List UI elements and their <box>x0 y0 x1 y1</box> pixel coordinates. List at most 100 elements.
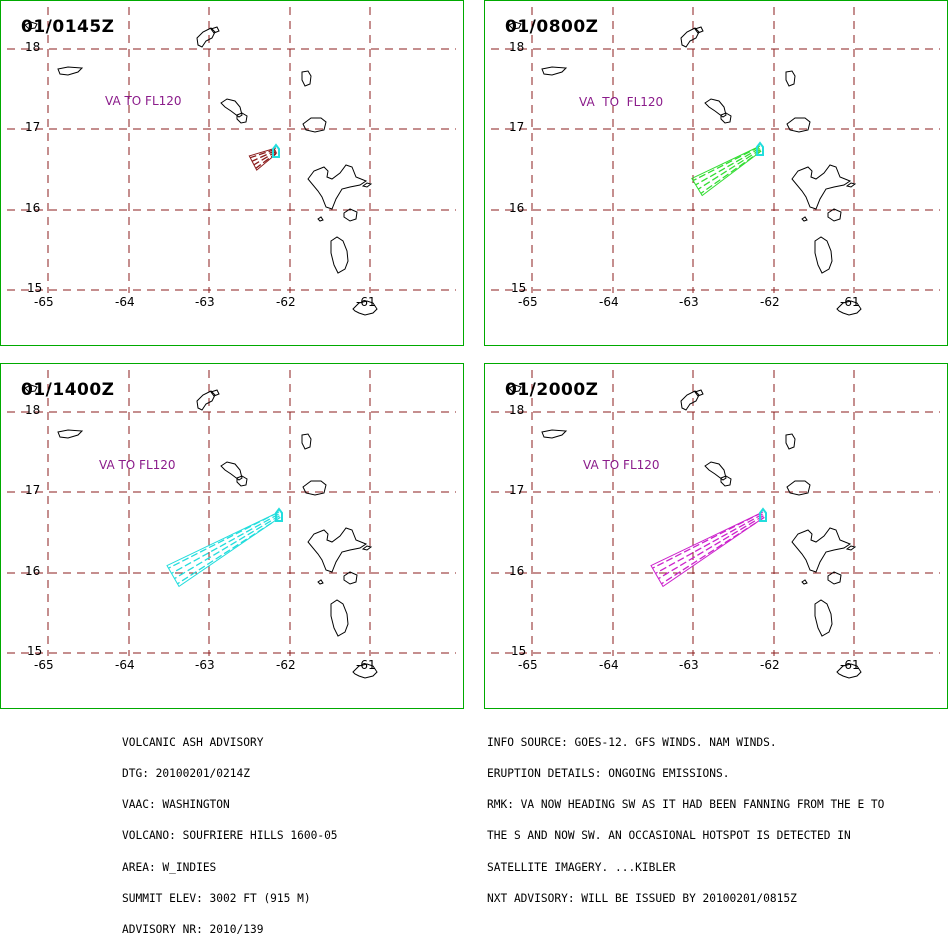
longitude-label: -62 <box>276 658 296 672</box>
island-outline <box>845 545 857 551</box>
latitude-label: 18 <box>25 403 41 417</box>
island-outline <box>196 27 216 48</box>
advisory-line: VAAC: WASHINGTON <box>122 798 230 812</box>
advisory-line: THE S AND NOW SW. AN OCCASIONAL HOTSPOT … <box>487 829 851 843</box>
island-outline <box>791 164 852 210</box>
island-outline <box>236 475 248 487</box>
island-outline <box>704 461 727 481</box>
plume-band <box>171 513 279 574</box>
island-outline <box>694 26 704 34</box>
longitude-label: -61 <box>356 295 376 309</box>
map-panel-2: 01/0800Z VA TO FL120 18 17 16 15 -65 -64 -63 -6… <box>484 0 948 346</box>
island-outline <box>302 117 327 133</box>
island-outline <box>720 112 732 124</box>
latitude-label: 16 <box>509 201 525 215</box>
island-outline <box>785 433 796 450</box>
advisory-line: NXT ADVISORY: WILL BE ISSUED BY 20100201… <box>487 891 797 905</box>
volcano-marker-icon <box>759 507 767 522</box>
latitude-label: 15 <box>27 281 43 295</box>
islands <box>508 21 862 316</box>
island-outline <box>814 236 833 274</box>
plume-band <box>174 515 280 580</box>
latitude-label: 16 <box>25 201 41 215</box>
longitude-label: -65 <box>34 295 54 309</box>
plume-outline <box>650 511 764 588</box>
volcano-marker-icon <box>756 141 764 156</box>
island-outline <box>343 571 358 585</box>
island-outline <box>236 112 248 124</box>
latitude-label: 15 <box>27 644 43 658</box>
grid-lines <box>491 7 940 293</box>
island-outline <box>307 527 368 573</box>
panel-time: 01/0800Z <box>505 17 599 37</box>
map-panel-1: 01/0145Z VA TO FL120 18 17 16 15 -65 -64 -63 -6… <box>0 0 464 346</box>
island-outline <box>508 384 522 393</box>
latitude-label: 15 <box>511 644 527 658</box>
va-label: VA TO FL120 <box>583 458 660 472</box>
longitude-label: -64 <box>599 295 619 309</box>
island-outline <box>814 599 833 637</box>
island-outline <box>343 208 358 222</box>
latitude-label: 17 <box>25 120 41 134</box>
map-canvas <box>7 7 456 316</box>
island-outline <box>508 21 522 30</box>
island-outline <box>24 384 38 393</box>
advisory-line: INFO SOURCE: GOES-12. GFS WINDS. NAM WIN… <box>487 735 777 749</box>
island-outline <box>210 26 220 34</box>
island-outline <box>302 480 327 496</box>
longitude-label: -62 <box>276 295 296 309</box>
volcano-marker-icon <box>272 143 280 158</box>
latitude-label: 17 <box>509 120 525 134</box>
map-canvas <box>7 370 456 679</box>
longitude-label: -64 <box>599 658 619 672</box>
latitude-label: 18 <box>509 403 525 417</box>
island-outline <box>541 429 568 439</box>
plume-band <box>250 148 276 159</box>
panel-time: 01/2000Z <box>505 380 599 400</box>
advisory-line: ERUPTION DETAILS: ONGOING EMISSIONS. <box>487 767 730 781</box>
longitude-label: -61 <box>840 658 860 672</box>
advisory-line: DTG: 20100201/0214Z <box>122 767 250 781</box>
latitude-label: 18 <box>509 40 525 54</box>
island-outline <box>301 70 312 87</box>
longitude-label: -63 <box>195 295 215 309</box>
island-outline <box>196 390 216 411</box>
longitude-label: -62 <box>760 295 780 309</box>
grid-lines <box>7 7 456 293</box>
plume-band <box>652 512 762 569</box>
plume-outline <box>248 147 277 171</box>
map-canvas <box>491 7 940 316</box>
island-outline <box>836 663 862 679</box>
island-outline <box>307 164 368 210</box>
longitude-label: -63 <box>679 658 699 672</box>
island-outline <box>801 579 808 585</box>
plume-band <box>697 149 761 190</box>
advisory-line: ADVISORY NR: 2010/139 <box>122 923 264 937</box>
island-outline <box>827 571 842 585</box>
island-outline <box>361 182 373 188</box>
island-outline <box>845 182 857 188</box>
map-panel-3: 01/1400Z VA TO FL120 18 17 16 15 -65 -64 -63 -6… <box>0 363 464 709</box>
island-outline <box>827 208 842 222</box>
longitude-label: -63 <box>679 295 699 309</box>
latitude-label: 17 <box>509 483 525 497</box>
plume-band <box>692 146 760 182</box>
map-canvas <box>491 370 940 679</box>
ash-plume <box>650 511 765 588</box>
panel-time: 01/1400Z <box>21 380 115 400</box>
va-label: VA TO FL120 <box>99 458 176 472</box>
advisory-line: SUMMIT ELEV: 3002 FT (915 M) <box>122 891 311 905</box>
longitude-label: -62 <box>760 658 780 672</box>
island-outline <box>786 480 811 496</box>
islands <box>508 384 862 679</box>
longitude-label: -65 <box>518 658 538 672</box>
map-panel-4: 01/2000Z VA TO FL120 18 17 16 15 -65 -64 -63 -6… <box>484 363 948 709</box>
island-outline <box>317 216 324 222</box>
island-outline <box>680 27 700 48</box>
latitude-label: 15 <box>511 281 527 295</box>
latitude-label: 18 <box>25 40 41 54</box>
island-outline <box>210 389 220 397</box>
plume-outline <box>166 511 280 588</box>
longitude-label: -65 <box>518 295 538 309</box>
plume-band <box>700 150 762 194</box>
